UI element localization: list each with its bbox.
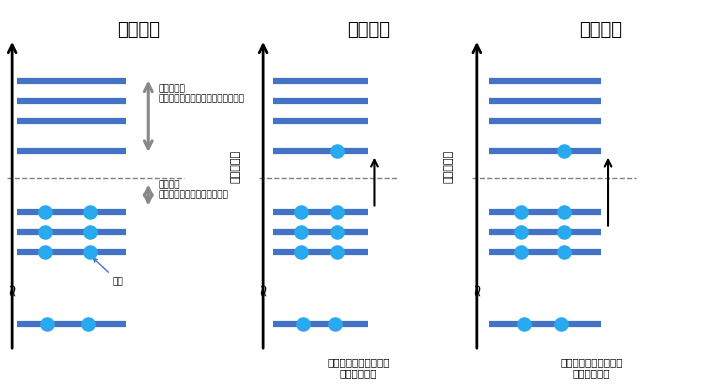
Text: 占有軌道
（電子が入っても良い軌道）: 占有軌道 （電子が入っても良い軌道） [158,180,228,199]
Point [515,249,527,255]
Text: 基底状態: 基底状態 [116,21,160,39]
Point [555,321,567,327]
Point [331,148,342,154]
Point [515,209,527,215]
Point [39,229,50,235]
Point [39,209,50,215]
Point [84,229,96,235]
Text: 高い軌道にある電子が
励起した状態: 高い軌道にある電子が 励起した状態 [327,357,390,378]
Point [42,321,53,327]
Point [331,249,342,255]
Text: 励起状態: 励起状態 [347,21,390,39]
Text: 励起状態: 励起状態 [579,21,623,39]
Point [39,249,50,255]
Point [558,148,569,154]
Text: 低い軌道にある電子が
励起した状態: 低い軌道にある電子が 励起した状態 [560,357,623,378]
Point [558,209,569,215]
Text: ≈: ≈ [3,282,21,296]
Point [82,321,94,327]
Text: エネルギー: エネルギー [444,150,454,183]
Point [518,321,530,327]
Point [515,229,527,235]
Point [331,209,342,215]
Point [295,229,307,235]
Point [84,249,96,255]
Text: ≈: ≈ [254,282,272,296]
Text: ≈: ≈ [468,282,486,296]
Point [558,249,569,255]
Point [295,209,307,215]
Point [329,321,340,327]
Point [558,229,569,235]
Point [331,229,342,235]
Point [297,321,309,327]
Point [84,209,96,215]
Text: エネルギー: エネルギー [230,150,240,183]
Text: 電子: 電子 [94,258,124,286]
Point [295,249,307,255]
Text: 非占有軌道
（電子が入らないほうが良い軌道）: 非占有軌道 （電子が入らないほうが良い軌道） [158,84,244,104]
